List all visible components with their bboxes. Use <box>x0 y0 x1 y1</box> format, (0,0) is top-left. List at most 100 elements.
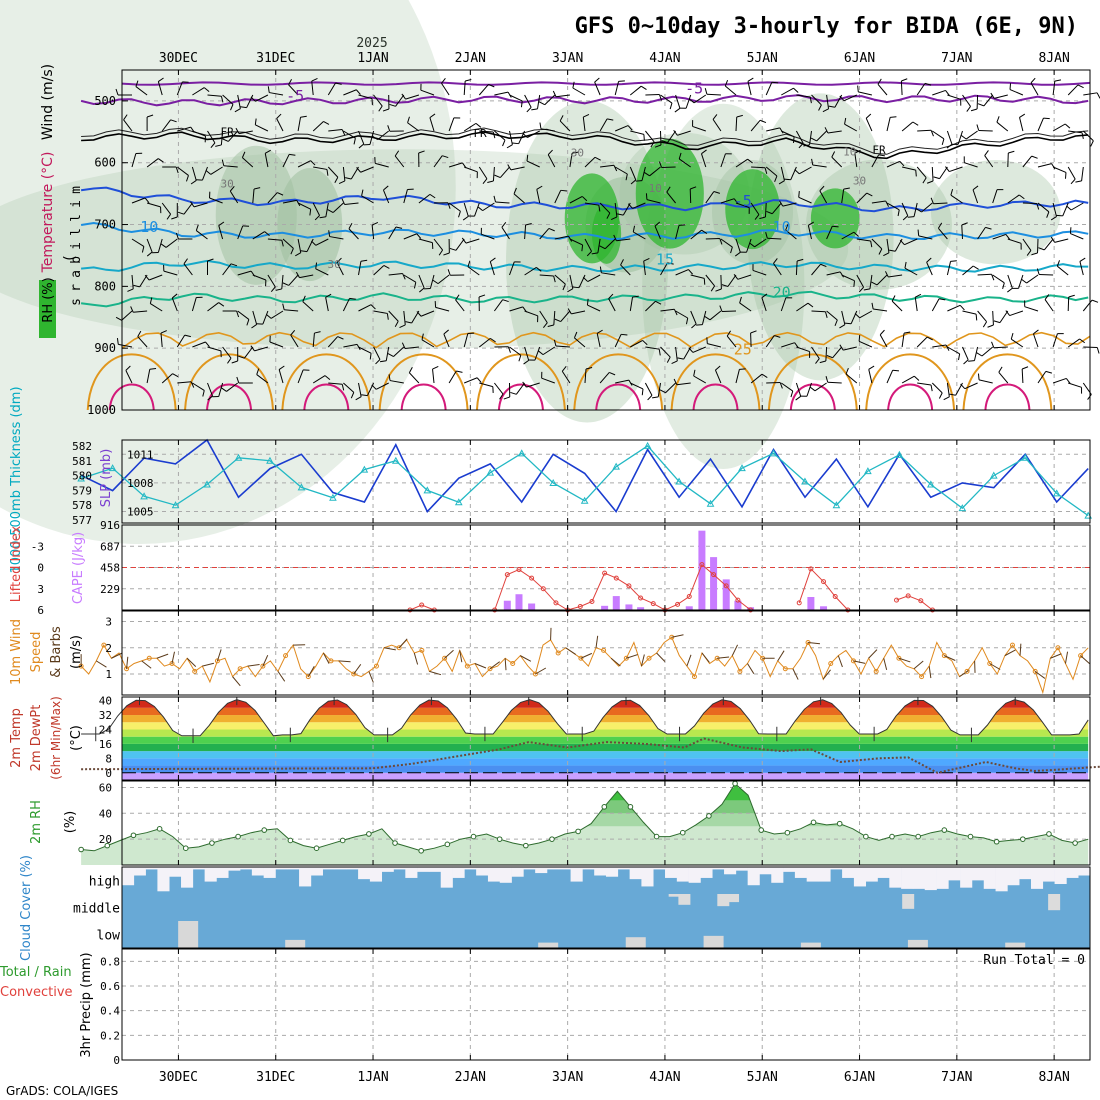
wind-barb <box>237 225 244 240</box>
wind-barb <box>192 341 206 348</box>
cloud-high-cell <box>653 867 666 870</box>
wind-barb-flag <box>175 166 179 174</box>
wind-barb <box>207 94 222 97</box>
temp-tick-label: 16 <box>99 738 112 751</box>
pressure-tick-label: 600 <box>94 156 116 170</box>
wind-barb-flag <box>442 155 449 159</box>
wind-barb <box>992 233 1007 240</box>
wind-barb <box>243 346 254 359</box>
wind-speed-point <box>101 642 107 648</box>
wind-barb-flag <box>945 344 950 351</box>
cloud-high-cell <box>901 867 914 889</box>
contour-label: 30 <box>220 177 233 190</box>
cloud-high-cell <box>995 867 1008 892</box>
cloud-high-cell <box>735 867 748 871</box>
wind-barb <box>826 310 838 321</box>
wind-barb <box>1037 202 1050 213</box>
isotherm-line <box>81 259 1089 273</box>
wind-barb-flag <box>127 288 134 292</box>
wind-barb <box>854 153 858 168</box>
wind-barb-flag <box>525 222 532 226</box>
wind-barb <box>615 379 629 384</box>
cloud-high-cell <box>1042 867 1055 882</box>
wind-barb-flag <box>477 206 483 212</box>
wind-barb <box>799 166 812 175</box>
thickness-point <box>391 456 400 464</box>
wind-barb-flag <box>205 170 212 175</box>
wind-barb <box>312 202 321 216</box>
thickness-point <box>549 478 558 486</box>
wind-barb-flag <box>531 108 538 111</box>
wind-barb <box>361 195 374 204</box>
wind-barb <box>433 155 443 168</box>
wind-barb <box>843 94 858 102</box>
wind-barb-flag <box>421 333 424 340</box>
wind-barb-flag <box>372 135 378 141</box>
wind10m-axis-label: 10m Wind <box>9 619 24 685</box>
wind-barb <box>343 89 357 96</box>
wind-barb <box>841 231 855 240</box>
wind-barb <box>947 304 961 312</box>
wind-barb <box>720 198 735 204</box>
chart-title: GFS 0~10day 3-hourly for BIDA (6E, 9N) <box>575 14 1078 39</box>
wind-barb-flag <box>157 158 164 163</box>
wind-barb-flag <box>674 107 681 113</box>
wind-barb-flag <box>144 274 150 281</box>
wind-barb-flag <box>300 115 307 118</box>
wind-barb <box>587 274 601 283</box>
wind-barb-flag <box>250 345 255 352</box>
wind-barb-flag <box>325 293 332 298</box>
wind-barb <box>765 82 773 96</box>
temp-band <box>122 715 1089 723</box>
wind-barb-flag <box>854 149 861 154</box>
wind-barb <box>632 202 646 209</box>
wind-barb <box>886 370 894 384</box>
wind-barb <box>916 166 927 179</box>
wind-barb-flag <box>977 373 980 380</box>
rh2m-point <box>549 836 555 842</box>
surface-wind-barb <box>792 668 799 680</box>
contour-label: 30 <box>327 258 340 271</box>
thickness-point <box>1052 489 1061 497</box>
wind-barb-flag <box>349 297 356 300</box>
cloud-high-cell <box>499 867 512 883</box>
wind-barb <box>371 225 375 240</box>
wind-barb-flag <box>476 377 482 383</box>
wind-barb <box>629 85 642 96</box>
wind-barb <box>735 202 750 209</box>
rh2m-point <box>235 833 241 840</box>
wind-barb <box>859 310 873 319</box>
wind-barb <box>385 346 390 361</box>
wind-barb-flag <box>1066 205 1072 211</box>
wind-barb <box>524 224 527 240</box>
wind-barb-flag <box>897 209 900 217</box>
wind-barb <box>202 166 208 181</box>
wind-barb <box>785 229 797 240</box>
cloud-high-cell <box>428 867 442 872</box>
wind-axis-label: Wind (m/s) <box>40 64 56 140</box>
cloud-high-cell <box>853 867 867 887</box>
wind-barb <box>962 94 971 107</box>
cape-axis-label: CAPE (J/kg) <box>71 532 86 604</box>
wind-barb <box>297 202 311 210</box>
wind-barb <box>781 87 794 96</box>
wind-barb-flag <box>314 331 321 334</box>
wind-barb-flag <box>818 104 822 111</box>
wind-barb <box>420 89 435 96</box>
wind-barb-flag <box>647 395 653 401</box>
wind-barb-flag <box>924 82 932 86</box>
wind-barb <box>798 196 812 204</box>
wind-barb <box>123 119 133 132</box>
wind-barb-flag <box>553 275 556 283</box>
wind-barb-flag <box>661 140 668 143</box>
wind-barb <box>524 310 538 317</box>
wind-barb <box>455 299 465 312</box>
wind-barb <box>555 94 570 98</box>
cloud-low-cell <box>800 942 821 948</box>
wind-barb <box>781 382 794 392</box>
wind-barb-flag <box>295 252 302 257</box>
isotherm-loop <box>887 383 934 411</box>
wind-barb <box>932 130 945 140</box>
slp-axis-label: SLP (mb) <box>99 449 114 508</box>
wind-barb-flag <box>1043 117 1050 120</box>
